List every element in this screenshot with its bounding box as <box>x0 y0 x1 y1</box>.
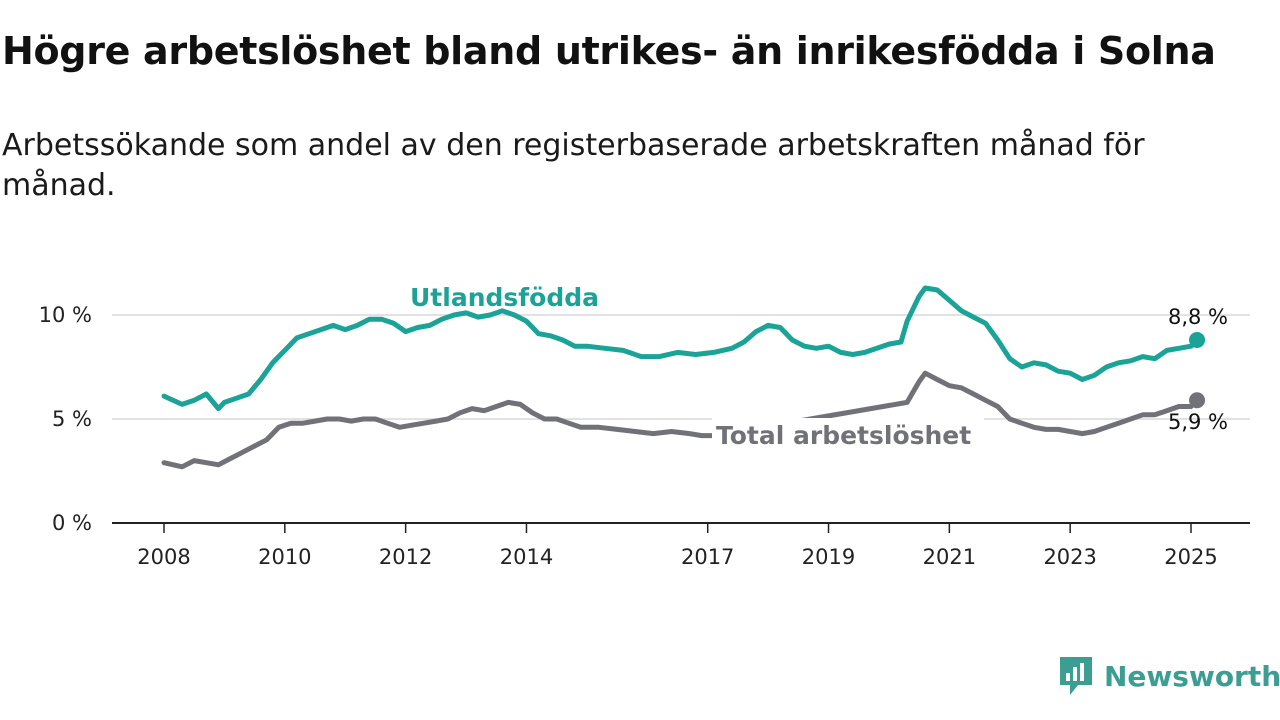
y-tick-label: 0 % <box>52 511 92 535</box>
x-tick-label: 2017 <box>681 545 734 569</box>
x-axis: 2008 2010 2012 2014 2017 2019 2021 2023 2025 <box>112 522 1250 569</box>
x-tick-label: 2025 <box>1164 545 1217 569</box>
y-tick-label: 5 % <box>52 407 92 431</box>
x-tick-label: 2010 <box>258 545 311 569</box>
newsworthy-logo: Newsworthy <box>1058 654 1280 698</box>
utlandsfodda-line <box>161 285 1200 412</box>
brand-name: Newsworthy <box>1104 659 1280 693</box>
series-labels: Utlandsfödda Total arbetslöshet 8,8 % 5,9 % <box>410 283 1228 452</box>
total-arbetsloshet-end-label: 5,9 % <box>1168 410 1228 434</box>
total-arbetsloshet-end-point <box>1189 392 1206 409</box>
total-arbetsloshet-series-label: Total arbetslöshet <box>716 421 971 450</box>
x-tick-label: 2014 <box>500 545 553 569</box>
x-tick-label: 2023 <box>1043 545 1096 569</box>
y-tick-label: 10 % <box>39 303 92 327</box>
utlandsfodda-end-label: 8,8 % <box>1168 305 1228 329</box>
series-lines <box>161 285 1206 470</box>
gridlines <box>112 314 1250 420</box>
x-tick-label: 2008 <box>137 545 190 569</box>
total-label-background <box>712 418 984 452</box>
newsworthy-logo-icon <box>1060 657 1092 695</box>
y-axis: 0 % 5 % 10 % <box>39 303 92 535</box>
total-arbetsloshet-line <box>161 370 1200 470</box>
chart-subtitle: Arbetssökande som andel av den registerb… <box>2 128 1145 203</box>
utlandsfodda-series-label: Utlandsfödda <box>410 283 599 312</box>
x-tick-label: 2012 <box>379 545 432 569</box>
line-chart: 0 %5 %10 % 2008 2010 2012 2014 2017 2019 2021 2… <box>39 283 1250 569</box>
utlandsfodda-end-point <box>1189 331 1206 348</box>
x-tick-label: 2019 <box>802 545 855 569</box>
chart-title: Högre arbetslöshet bland utrikes- än inr… <box>2 29 1216 73</box>
x-tick-label: 2021 <box>923 545 976 569</box>
